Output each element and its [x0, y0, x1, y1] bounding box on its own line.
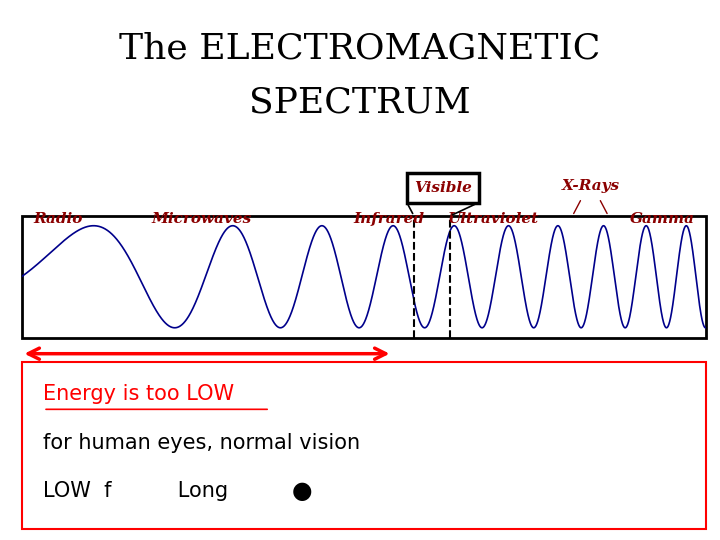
Bar	[22, 362, 706, 529]
Bar	[407, 173, 479, 202]
Text: The ELECTROMAGNETIC: The ELECTROMAGNETIC	[120, 32, 600, 65]
Text: LOW  f          Long: LOW f Long	[43, 481, 228, 502]
Text: SPECTRUM: SPECTRUM	[249, 86, 471, 119]
Text: Visible: Visible	[414, 181, 472, 194]
Text: for human eyes, normal vision: for human eyes, normal vision	[43, 433, 360, 453]
Text: Ultraviolet: Ultraviolet	[448, 212, 539, 226]
Bar	[22, 216, 706, 338]
Text: Energy is too LOW: Energy is too LOW	[43, 384, 234, 404]
Text: Radio: Radio	[33, 212, 82, 226]
Text: Gamma: Gamma	[630, 212, 695, 226]
Text: Microwaves: Microwaves	[151, 212, 252, 226]
Text: ●: ●	[292, 480, 312, 503]
Text: Infrared: Infrared	[354, 212, 424, 226]
Text: X-Rays: X-Rays	[562, 179, 619, 193]
